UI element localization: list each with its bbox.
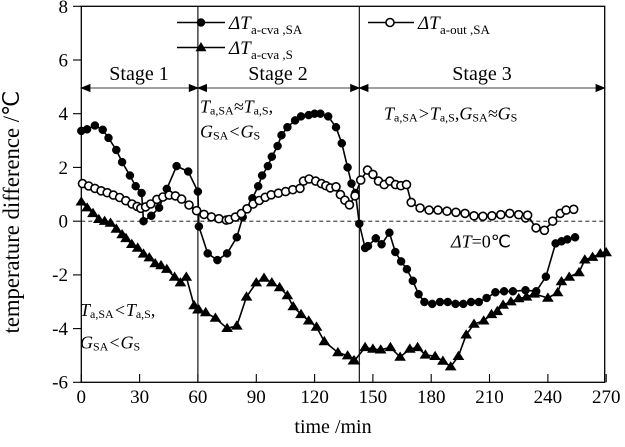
svg-text:time /min: time /min xyxy=(294,416,371,438)
svg-text:-6: -6 xyxy=(52,373,68,394)
svg-text:120: 120 xyxy=(300,387,329,408)
svg-text:210: 210 xyxy=(475,387,504,408)
svg-text:temperature difference /℃: temperature difference /℃ xyxy=(0,91,24,334)
svg-text:-2: -2 xyxy=(52,265,68,286)
svg-text:ΔT: ΔT xyxy=(228,38,252,59)
svg-text:ΔT=0℃: ΔT=0℃ xyxy=(450,232,511,252)
svg-text:240: 240 xyxy=(534,387,563,408)
svg-text:0: 0 xyxy=(77,387,87,408)
svg-text:GSA<GS: GSA<GS xyxy=(200,122,260,143)
svg-text:6: 6 xyxy=(59,51,69,72)
svg-text:8: 8 xyxy=(59,0,69,18)
svg-text:Stage 2: Stage 2 xyxy=(248,63,307,85)
svg-text:a-cva ,S: a-cva ,S xyxy=(251,47,293,62)
svg-text:30: 30 xyxy=(130,387,149,408)
svg-text:a-cva ,SA: a-cva ,SA xyxy=(251,22,303,37)
svg-text:2: 2 xyxy=(59,158,69,179)
svg-text:60: 60 xyxy=(188,387,207,408)
svg-text:0: 0 xyxy=(59,212,69,233)
svg-text:Stage 1: Stage 1 xyxy=(109,63,168,85)
svg-text:270: 270 xyxy=(592,387,621,408)
svg-text:ΔT: ΔT xyxy=(417,13,441,34)
svg-text:a-out ,SA: a-out ,SA xyxy=(440,22,490,37)
svg-text:150: 150 xyxy=(359,387,388,408)
svg-text:ΔT: ΔT xyxy=(228,13,252,34)
svg-text:Stage 3: Stage 3 xyxy=(452,63,511,85)
svg-text:180: 180 xyxy=(417,387,446,408)
svg-text:4: 4 xyxy=(59,104,69,125)
svg-text:GSA<GS: GSA<GS xyxy=(80,333,140,354)
svg-text:-4: -4 xyxy=(52,319,68,340)
svg-text:90: 90 xyxy=(247,387,266,408)
